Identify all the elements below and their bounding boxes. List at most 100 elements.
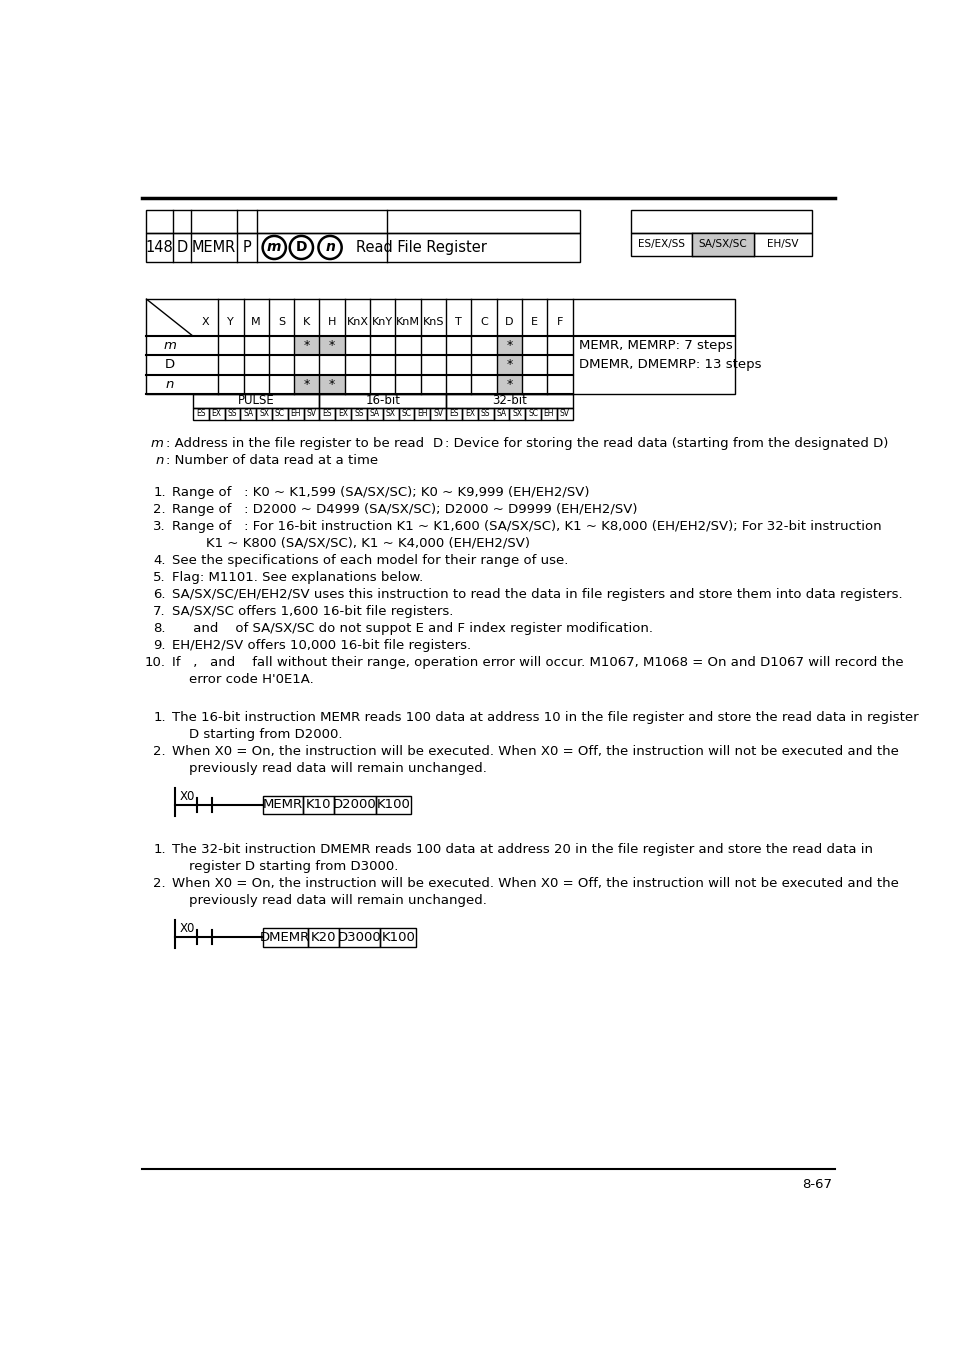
Text: SV: SV xyxy=(306,409,316,418)
Text: T: T xyxy=(455,317,461,327)
Text: K10: K10 xyxy=(305,798,331,811)
Text: *: * xyxy=(329,378,335,390)
Bar xyxy=(509,408,524,420)
Bar xyxy=(193,408,209,420)
Text: The 16-bit instruction MEMR reads 100 data at address 10 in the file register an: The 16-bit instruction MEMR reads 100 da… xyxy=(172,711,918,724)
Text: Range of   : D2000 ~ D4999 (SA/SX/SC); D2000 ~ D9999 (EH/EH2/SV): Range of : D2000 ~ D4999 (SA/SX/SC); D20… xyxy=(172,504,637,516)
Text: m: m xyxy=(151,437,163,450)
Bar xyxy=(319,336,344,355)
Bar xyxy=(294,336,319,355)
Text: If   ,   and    fall without their range, operation error will occur. M1067, M10: If , and fall without their range, opera… xyxy=(172,656,902,668)
Text: 3.: 3. xyxy=(153,520,166,533)
Text: 2.: 2. xyxy=(153,878,166,891)
Bar xyxy=(303,408,319,420)
Bar xyxy=(477,408,493,420)
Text: EX: EX xyxy=(464,409,475,418)
Text: KnM: KnM xyxy=(395,317,419,327)
Text: SA: SA xyxy=(496,409,506,418)
Text: EX: EX xyxy=(337,409,348,418)
Bar xyxy=(446,394,572,408)
Text: SC: SC xyxy=(528,409,537,418)
Bar xyxy=(193,394,319,408)
Bar xyxy=(691,232,753,256)
Text: error code H'0E1A.: error code H'0E1A. xyxy=(172,672,314,686)
Text: *: * xyxy=(506,378,512,390)
Text: 16-bit: 16-bit xyxy=(365,394,400,408)
Text: *: * xyxy=(329,339,335,352)
Bar xyxy=(319,408,335,420)
Text: K20: K20 xyxy=(310,931,335,944)
Text: 5.: 5. xyxy=(153,571,166,583)
Text: SC: SC xyxy=(274,409,285,418)
Text: ES: ES xyxy=(322,409,332,418)
Bar xyxy=(146,232,579,262)
Text: K100: K100 xyxy=(381,931,415,944)
Text: E: E xyxy=(531,317,537,327)
Text: KnS: KnS xyxy=(422,317,444,327)
Text: 1.: 1. xyxy=(153,711,166,724)
Text: DMEMR: DMEMR xyxy=(260,931,310,944)
Text: 148: 148 xyxy=(146,240,173,255)
Bar xyxy=(303,795,334,814)
Text: D starting from D2000.: D starting from D2000. xyxy=(172,728,342,741)
Text: 1.: 1. xyxy=(153,844,166,856)
Text: EH: EH xyxy=(416,409,427,418)
Bar xyxy=(262,795,303,814)
Text: previously read data will remain unchanged.: previously read data will remain unchang… xyxy=(172,894,486,907)
Bar xyxy=(375,795,411,814)
Bar xyxy=(351,408,367,420)
Text: The 32-bit instruction DMEMR reads 100 data at address 20 in the file register a: The 32-bit instruction DMEMR reads 100 d… xyxy=(172,844,872,856)
Text: 6.: 6. xyxy=(153,587,166,601)
Bar xyxy=(382,408,398,420)
Text: X0: X0 xyxy=(179,790,194,802)
Text: 2.: 2. xyxy=(153,504,166,516)
Bar xyxy=(288,408,303,420)
Bar xyxy=(294,374,319,394)
Text: m: m xyxy=(163,339,176,352)
Text: D3000: D3000 xyxy=(337,931,381,944)
Text: Flag: M1101. See explanations below.: Flag: M1101. See explanations below. xyxy=(172,571,423,583)
Text: *: * xyxy=(303,339,310,352)
Text: EH/EH2/SV offers 10,000 16-bit file registers.: EH/EH2/SV offers 10,000 16-bit file regi… xyxy=(172,639,471,652)
Text: P: P xyxy=(242,240,252,255)
Text: X: X xyxy=(201,317,209,327)
Bar xyxy=(367,408,382,420)
Bar xyxy=(256,408,272,420)
Bar xyxy=(262,929,307,946)
Text: M: M xyxy=(251,317,261,327)
Bar xyxy=(146,300,735,394)
Text: 8-67: 8-67 xyxy=(801,1179,831,1192)
Bar xyxy=(540,408,557,420)
Text: 2.: 2. xyxy=(153,745,166,757)
Bar xyxy=(146,209,579,232)
Text: Read File Register: Read File Register xyxy=(355,240,486,255)
Text: D: D xyxy=(432,437,442,450)
Text: *: * xyxy=(506,339,512,352)
Text: KnX: KnX xyxy=(346,317,368,327)
Text: *: * xyxy=(506,358,512,371)
Bar xyxy=(398,408,414,420)
Text: m: m xyxy=(267,240,281,254)
Text: K1 ~ K800 (SA/SX/SC), K1 ~ K4,000 (EH/EH2/SV): K1 ~ K800 (SA/SX/SC), K1 ~ K4,000 (EH/EH… xyxy=(172,537,530,549)
Text: 4.: 4. xyxy=(153,554,166,567)
Text: SA: SA xyxy=(370,409,379,418)
Text: : Device for storing the read data (starting from the designated D): : Device for storing the read data (star… xyxy=(444,437,887,450)
Bar xyxy=(446,408,461,420)
Text: K: K xyxy=(303,317,310,327)
Text: DMEMR, DMEMRP: 13 steps: DMEMR, DMEMRP: 13 steps xyxy=(578,358,760,371)
Text: SS: SS xyxy=(228,409,237,418)
Text: C: C xyxy=(479,317,487,327)
Text: n: n xyxy=(325,240,335,254)
Text: : Address in the file register to be read: : Address in the file register to be rea… xyxy=(166,437,423,450)
Text: EH: EH xyxy=(543,409,554,418)
Text: previously read data will remain unchanged.: previously read data will remain unchang… xyxy=(172,761,486,775)
Text: When X0 = On, the instruction will be executed. When X0 = Off, the instruction w: When X0 = On, the instruction will be ex… xyxy=(172,745,898,757)
Bar xyxy=(319,374,344,394)
Text: D: D xyxy=(164,358,174,371)
Text: ES: ES xyxy=(449,409,458,418)
Text: 7.: 7. xyxy=(153,605,166,618)
Text: ES/EX/SS: ES/EX/SS xyxy=(638,239,684,250)
Text: EX: EX xyxy=(212,409,221,418)
Text: and    of SA/SX/SC do not suppot E and F index register modification.: and of SA/SX/SC do not suppot E and F in… xyxy=(172,622,652,634)
Bar xyxy=(497,355,521,374)
